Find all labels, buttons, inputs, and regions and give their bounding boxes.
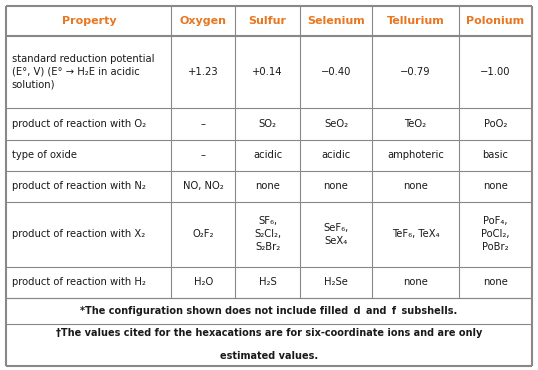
Text: +0.14: +0.14 xyxy=(252,67,283,77)
Text: *The configuration shown does not include filled  d  and  f  subshells.: *The configuration shown does not includ… xyxy=(80,306,458,316)
Text: product of reaction with O₂: product of reaction with O₂ xyxy=(12,119,146,129)
Text: estimated values.: estimated values. xyxy=(220,352,318,361)
Text: −0.40: −0.40 xyxy=(321,67,351,77)
Text: standard reduction potential
(E°, V) (E° → H₂E in acidic
solution): standard reduction potential (E°, V) (E°… xyxy=(12,54,154,90)
Text: none: none xyxy=(403,277,428,287)
Text: Polonium: Polonium xyxy=(466,16,525,26)
Text: none: none xyxy=(255,181,280,191)
Text: SeF₆,
SeX₄: SeF₆, SeX₄ xyxy=(323,223,349,246)
Text: PoF₄,
PoCl₂,
PoBr₂: PoF₄, PoCl₂, PoBr₂ xyxy=(481,216,509,252)
Text: acidic: acidic xyxy=(321,150,351,160)
Text: +1.23: +1.23 xyxy=(188,67,218,77)
Text: PoO₂: PoO₂ xyxy=(484,119,507,129)
Text: Selenium: Selenium xyxy=(307,16,365,26)
Text: none: none xyxy=(483,181,508,191)
Text: acidic: acidic xyxy=(253,150,282,160)
Text: product of reaction with H₂: product of reaction with H₂ xyxy=(12,277,146,287)
Text: TeF₆, TeX₄: TeF₆, TeX₄ xyxy=(392,229,440,239)
Text: H₂Se: H₂Se xyxy=(324,277,348,287)
Text: SeO₂: SeO₂ xyxy=(324,119,348,129)
Text: basic: basic xyxy=(482,150,508,160)
Text: †The values cited for the hexacations are for six-coordinate ions and are only: †The values cited for the hexacations ar… xyxy=(56,328,482,338)
Text: Oxygen: Oxygen xyxy=(180,16,227,26)
Text: product of reaction with N₂: product of reaction with N₂ xyxy=(12,181,146,191)
Text: none: none xyxy=(483,277,508,287)
Text: −1.00: −1.00 xyxy=(480,67,511,77)
Text: –: – xyxy=(201,119,206,129)
Text: SO₂: SO₂ xyxy=(259,119,277,129)
Text: TeO₂: TeO₂ xyxy=(405,119,427,129)
Text: Property: Property xyxy=(61,16,116,26)
Text: amphoteric: amphoteric xyxy=(387,150,444,160)
Text: NO, NO₂: NO, NO₂ xyxy=(183,181,224,191)
Text: none: none xyxy=(403,181,428,191)
Text: H₂S: H₂S xyxy=(259,277,277,287)
Text: type of oxide: type of oxide xyxy=(12,150,77,160)
Text: –: – xyxy=(201,150,206,160)
Text: SF₆,
S₂Cl₂,
S₂Br₂: SF₆, S₂Cl₂, S₂Br₂ xyxy=(254,216,281,252)
Text: −0.79: −0.79 xyxy=(400,67,431,77)
Text: H₂O: H₂O xyxy=(194,277,213,287)
Text: product of reaction with X₂: product of reaction with X₂ xyxy=(12,229,145,239)
Text: O₂F₂: O₂F₂ xyxy=(193,229,214,239)
Text: Tellurium: Tellurium xyxy=(387,16,444,26)
Text: Sulfur: Sulfur xyxy=(249,16,287,26)
Text: none: none xyxy=(323,181,349,191)
